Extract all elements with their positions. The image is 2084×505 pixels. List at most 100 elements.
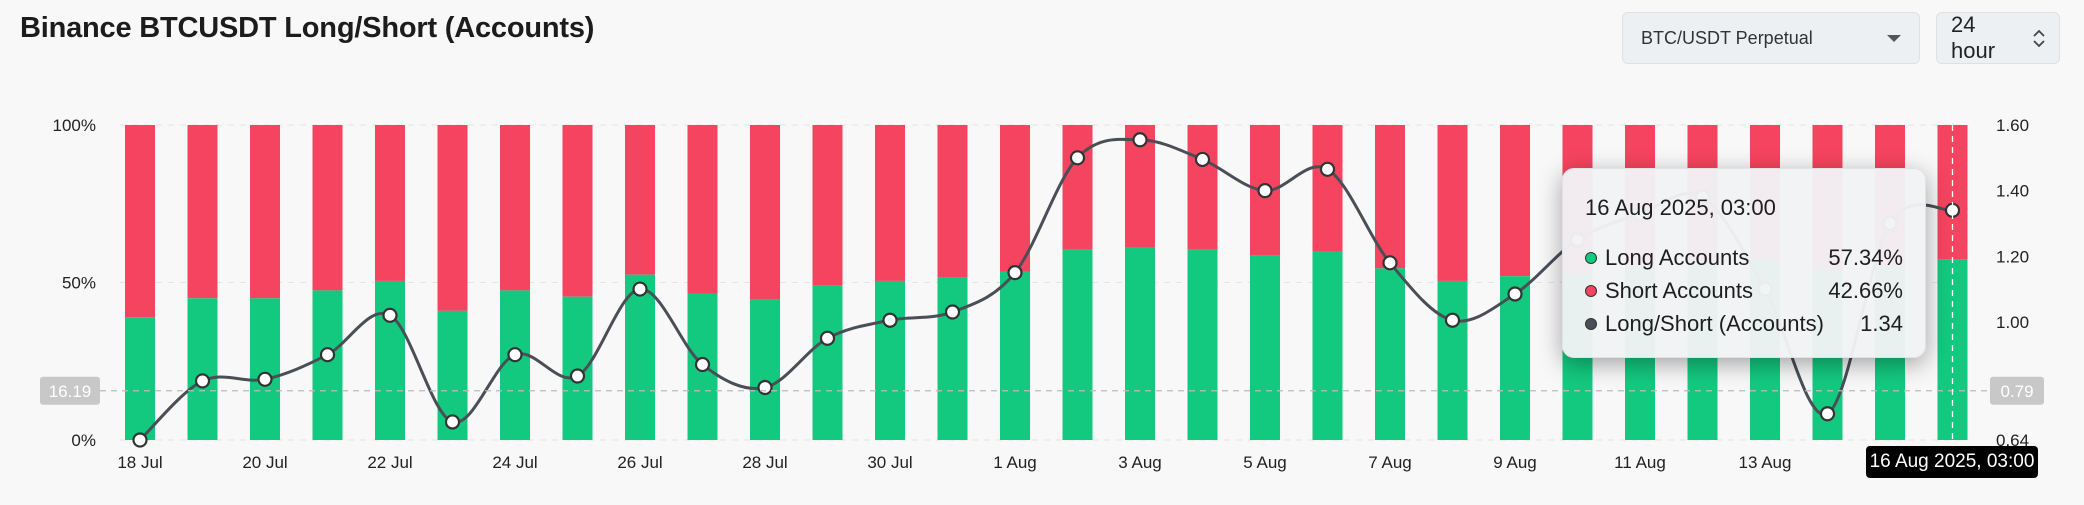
short-bar [687,125,718,294]
x-tick-label: 30 Jul [867,453,912,472]
y-right-tick-label: 0.64 [1996,431,2029,450]
y-right-tick-label: 1.40 [1996,182,2029,201]
short-bar [1375,125,1405,269]
short-bar [562,125,593,297]
short-bar [250,125,280,299]
short-bar [375,125,405,281]
long-bar [937,277,968,440]
pair-select-label: BTC/USDT Perpetual [1641,27,1813,48]
x-tick-label: 22 Jul [367,453,412,472]
tooltip-row-short: Short Accounts 42.66% [1585,274,1903,307]
long-bar [1312,251,1343,440]
short-bar [1500,125,1530,277]
ratio-point [757,379,773,396]
x-tick-label: 18 Jul [117,453,162,472]
chevron-down-icon [1887,34,1901,42]
tooltip: 16 Aug 2025, 03:00 Long Accounts 57.34% … [1562,168,1926,358]
x-tick-label: 5 Aug [1243,453,1287,472]
short-bar [312,125,343,291]
y-left-tick-label: 100% [53,116,96,135]
short-bar [437,125,468,311]
long-bar [1375,268,1405,440]
tooltip-row-ratio: Long/Short (Accounts) 1.34 [1585,307,1903,340]
ratio-point [444,414,461,430]
range-select[interactable]: 24 hour [1936,12,2060,64]
pair-select[interactable]: BTC/USDT Perpetual [1622,12,1920,64]
ratio-point [382,307,398,323]
short-bar [1187,125,1218,250]
short-bar [812,125,843,286]
ratio-point [1382,255,1398,271]
ratio-point [1069,150,1086,166]
tooltip-label: Short Accounts [1605,277,1753,303]
ratio-point [569,368,586,384]
y-left-tick-label: 0% [71,431,96,450]
long-bar [1500,276,1530,440]
long-bar [250,298,280,440]
x-tick-label: 20 Jul [242,453,287,472]
tooltip-value: 1.34 [1860,310,1903,336]
long-bar [562,296,593,440]
short-bar [1062,125,1093,250]
long-bar [1437,280,1468,440]
ratio-point [257,371,273,387]
x-tick-label: 28 Jul [742,453,787,472]
ratio-point [132,432,148,448]
y-right-tick-label: 1.60 [1996,116,2029,135]
ratio-point [1819,406,1836,422]
short-bar [625,125,655,275]
ratio-point [1319,161,1336,177]
long-bar [625,274,655,440]
axes: 100% 50% 0% 1.60 1.40 1.20 1.00 0.64 18 Jul 20 Ju… [53,116,2030,472]
short-bar [875,125,905,281]
short-bar [125,125,155,318]
ratio-point [1194,151,1211,168]
long-bar [500,290,530,440]
short-bar [1437,125,1468,281]
x-tick-label: 11 Aug [1614,453,1666,472]
left-marker-bg [40,376,100,405]
range-select-label: 24 hour [1951,12,1996,63]
long-bar [750,299,780,440]
tooltip-row-long: Long Accounts 57.34% [1585,241,1903,274]
ratio-point [1132,132,1148,148]
crosshair-date-label: 16 Aug 2025, 03:00 [1866,446,2038,478]
y-left-tick-label: 50% [62,274,96,293]
up-down-chevron-icon [2033,29,2045,48]
short-bar [1312,125,1343,251]
x-tick-label: 9 Aug [1493,453,1537,472]
long-bar [1000,271,1030,440]
ratio-point [1444,312,1461,328]
y-right-tick-label: 1.20 [1996,247,2029,266]
long-bar [875,280,905,440]
ratio-point [194,373,211,389]
short-bar [187,125,218,299]
short-bar [750,125,780,300]
short-bar [1000,125,1030,272]
chart-title: Binance BTCUSDT Long/Short (Accounts) [20,12,595,44]
left-marker-label: 16.19 [49,382,92,401]
ratio-point [819,330,836,346]
x-tick-label: 7 Aug [1368,453,1412,472]
tooltip-value: 57.34% [1828,244,1903,270]
hover-overlay: 16.19 0.79 [40,125,2044,446]
long-bar [812,285,843,440]
short-bar [500,125,530,291]
tooltip-date: 16 Aug 2025, 03:00 [1585,195,1776,220]
ratio-point [944,304,961,320]
ratio-swatch-icon [1585,317,1597,330]
short-bar [937,125,968,278]
tooltip-value: 42.66% [1828,277,1903,303]
tooltip-label: Long/Short (Accounts) [1605,310,1824,336]
long-bar [1250,255,1280,440]
ratio-point [507,347,523,363]
long-swatch-icon [1585,251,1597,264]
short-swatch-icon [1585,284,1597,297]
long-bar [1187,249,1218,440]
ratio-point [319,347,336,363]
x-tick-label: 24 Jul [492,453,537,472]
tooltip-label: Long Accounts [1605,244,1750,270]
long-bar [1062,249,1093,440]
x-tick-label: 3 Aug [1118,453,1162,472]
ratio-point [632,281,648,297]
